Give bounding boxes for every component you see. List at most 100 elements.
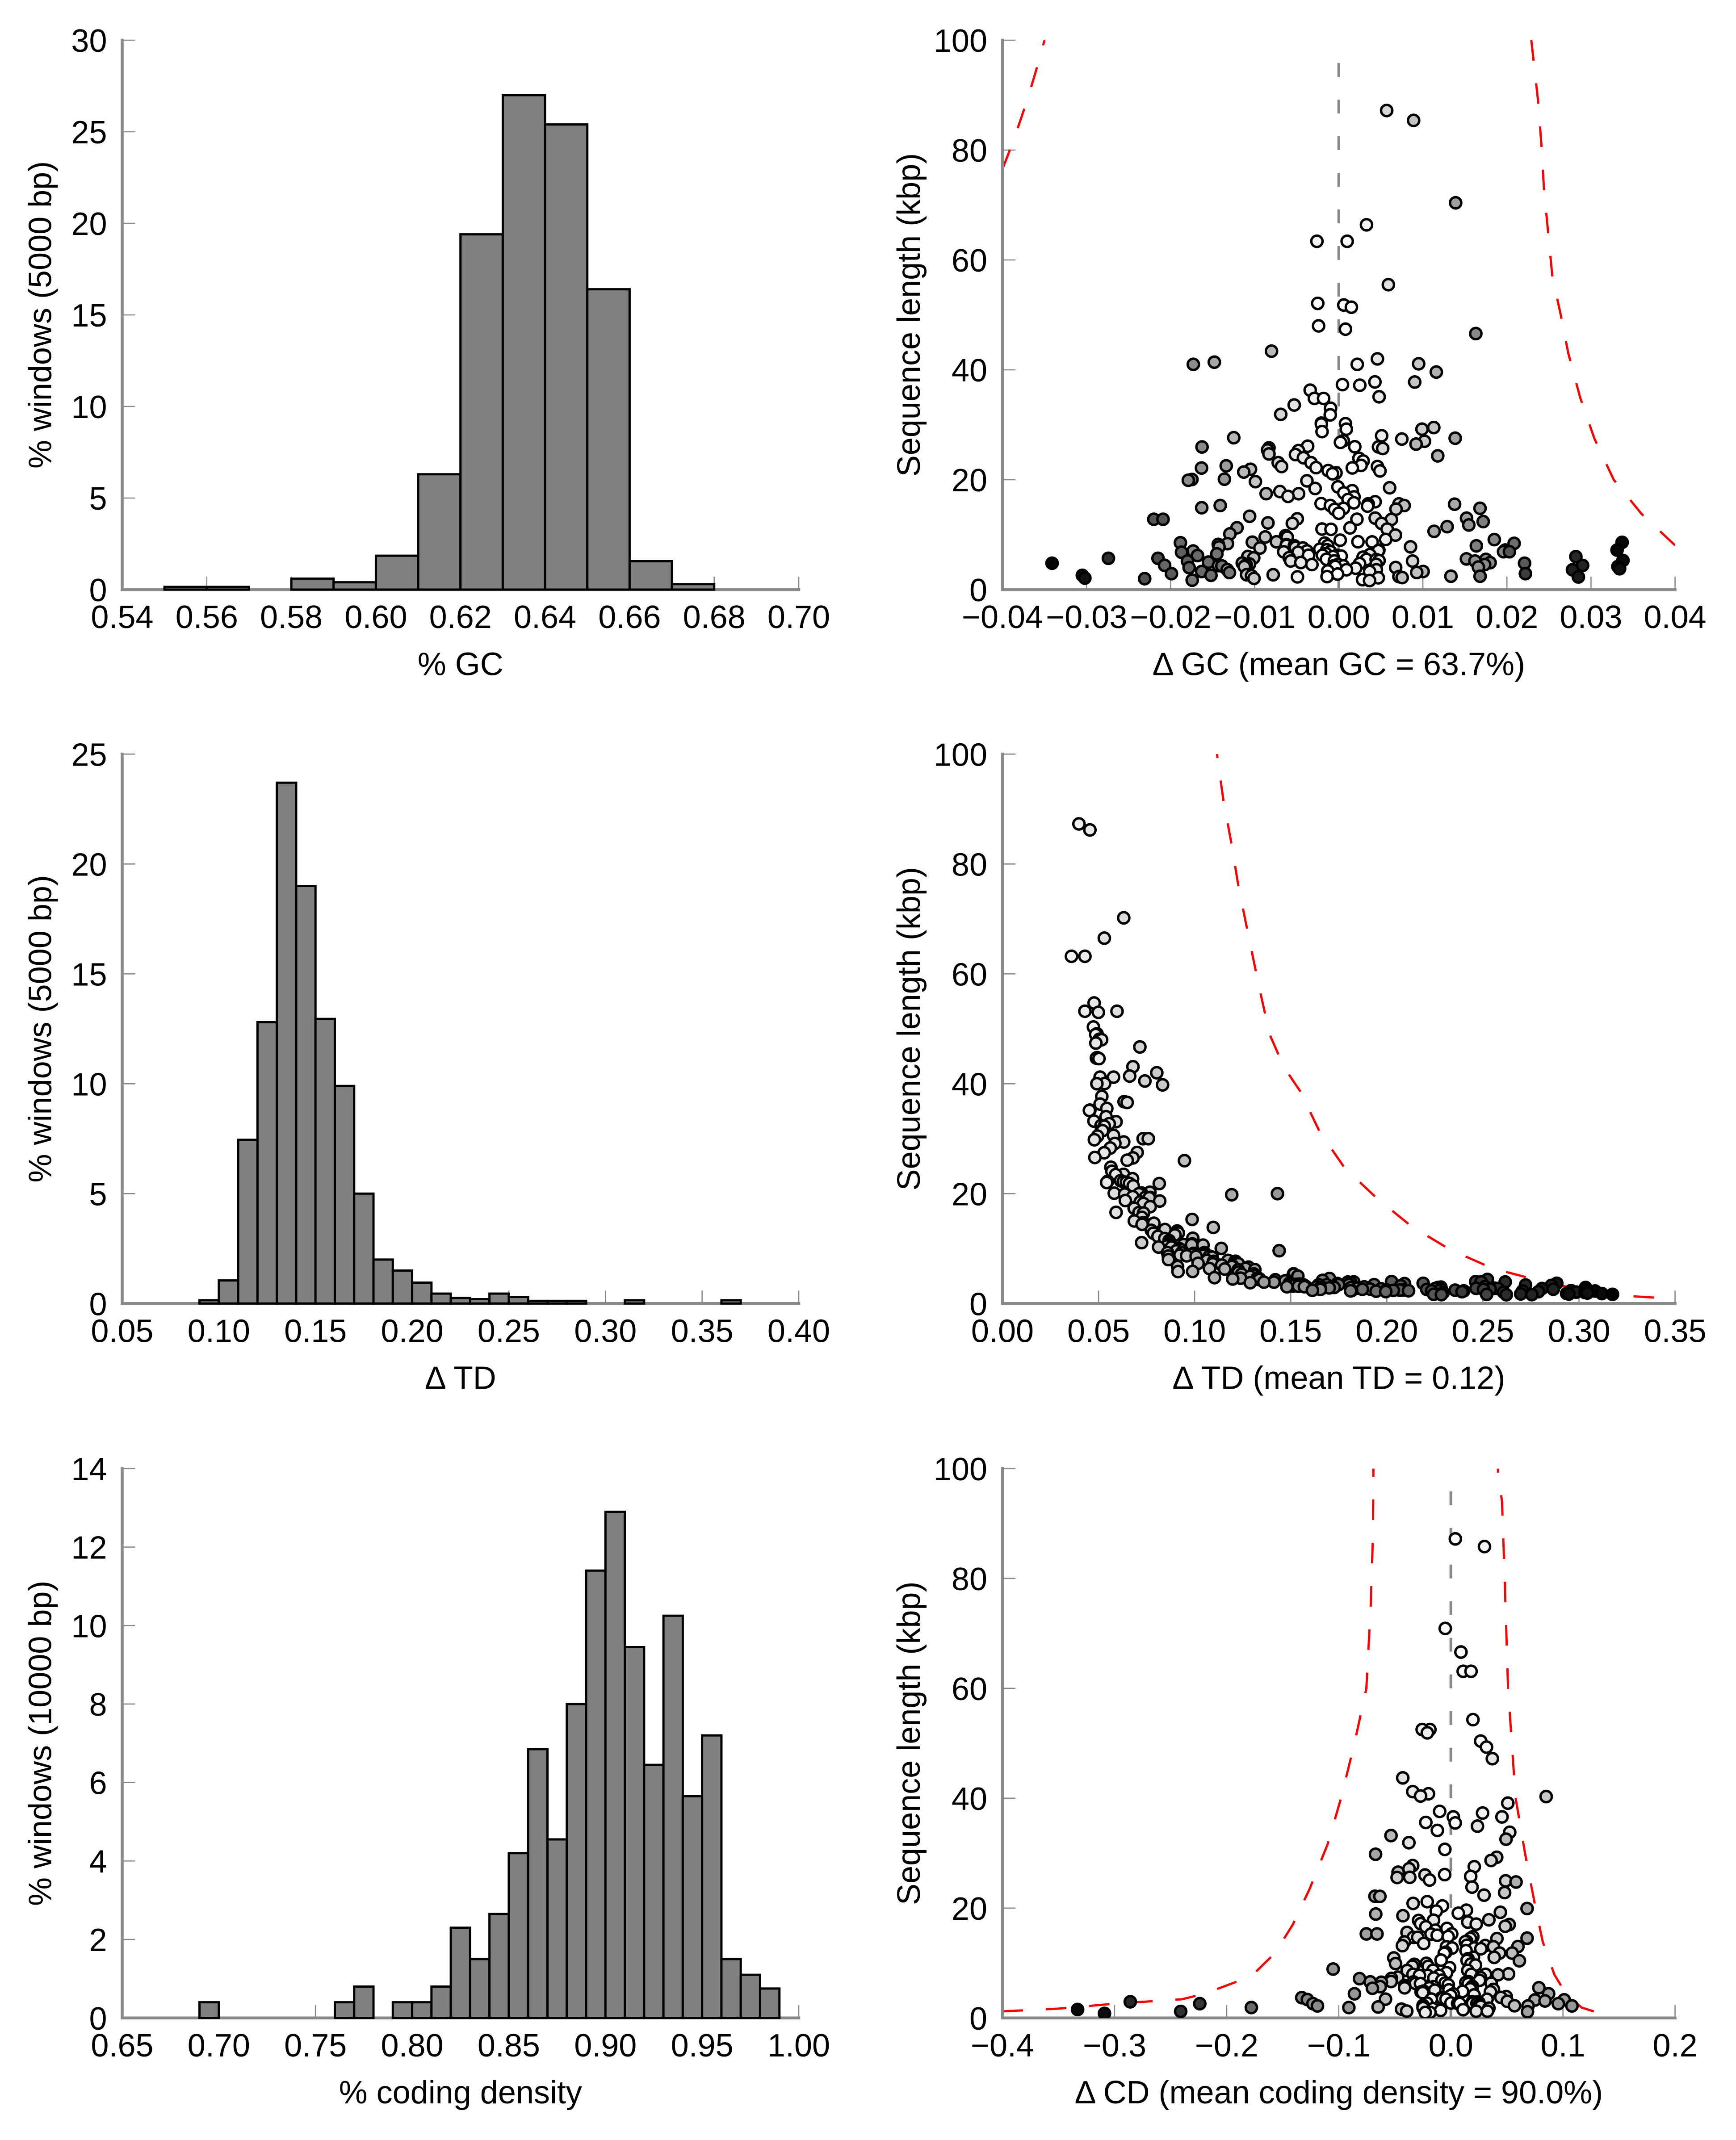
svg-text:0.15: 0.15 bbox=[1259, 1313, 1322, 1349]
svg-text:80: 80 bbox=[952, 1562, 987, 1597]
svg-text:% GC: % GC bbox=[418, 646, 503, 682]
svg-text:Sequence length (kbp): Sequence length (kbp) bbox=[891, 153, 927, 477]
svg-text:0: 0 bbox=[89, 2001, 107, 2037]
svg-text:100: 100 bbox=[934, 1452, 987, 1487]
svg-text:60: 60 bbox=[952, 1671, 987, 1707]
svg-text:0.2: 0.2 bbox=[1653, 2028, 1698, 2064]
svg-text:80: 80 bbox=[952, 847, 987, 883]
svg-text:0.05: 0.05 bbox=[1067, 1313, 1130, 1349]
svg-text:0.10: 0.10 bbox=[1163, 1313, 1226, 1349]
svg-text:−0.2: −0.2 bbox=[1195, 2028, 1258, 2064]
svg-text:25: 25 bbox=[71, 115, 107, 151]
svg-text:0.25: 0.25 bbox=[1451, 1313, 1514, 1349]
svg-text:25: 25 bbox=[71, 737, 107, 773]
svg-text:0.35: 0.35 bbox=[671, 1313, 734, 1349]
svg-text:40: 40 bbox=[952, 353, 987, 389]
svg-text:0.10: 0.10 bbox=[188, 1313, 250, 1349]
svg-text:0.25: 0.25 bbox=[478, 1313, 540, 1349]
svg-text:Δ TD (mean TD = 0.12): Δ TD (mean TD = 0.12) bbox=[1172, 1361, 1505, 1396]
svg-text:15: 15 bbox=[71, 957, 107, 993]
svg-text:20: 20 bbox=[71, 206, 107, 242]
svg-text:0: 0 bbox=[969, 573, 987, 608]
svg-text:100: 100 bbox=[934, 23, 987, 59]
svg-text:40: 40 bbox=[952, 1067, 987, 1102]
svg-text:−0.4: −0.4 bbox=[971, 2028, 1034, 2064]
svg-text:0.60: 0.60 bbox=[344, 599, 407, 635]
svg-text:5: 5 bbox=[89, 1177, 107, 1212]
svg-text:80: 80 bbox=[952, 133, 987, 169]
svg-text:% windows (5000 bp): % windows (5000 bp) bbox=[22, 875, 58, 1182]
svg-text:0.54: 0.54 bbox=[91, 599, 153, 635]
svg-text:5: 5 bbox=[89, 481, 107, 517]
svg-text:0.58: 0.58 bbox=[260, 599, 323, 635]
svg-text:Sequence length (kbp): Sequence length (kbp) bbox=[891, 867, 927, 1191]
svg-text:10: 10 bbox=[71, 1608, 107, 1644]
svg-text:20: 20 bbox=[71, 847, 107, 883]
svg-text:0.30: 0.30 bbox=[1547, 1313, 1610, 1349]
svg-text:0.65: 0.65 bbox=[91, 2028, 153, 2064]
svg-text:0.30: 0.30 bbox=[574, 1313, 637, 1349]
svg-text:0.85: 0.85 bbox=[478, 2028, 540, 2064]
svg-text:0.75: 0.75 bbox=[284, 2028, 347, 2064]
svg-text:0: 0 bbox=[969, 2001, 987, 2037]
svg-text:60: 60 bbox=[952, 243, 987, 279]
svg-text:2: 2 bbox=[89, 1922, 107, 1958]
svg-text:Δ TD: Δ TD bbox=[425, 1361, 496, 1396]
svg-text:14: 14 bbox=[71, 1452, 107, 1487]
svg-text:0.35: 0.35 bbox=[1644, 1313, 1707, 1349]
svg-text:0.03: 0.03 bbox=[1560, 599, 1622, 635]
svg-text:−0.02: −0.02 bbox=[1130, 599, 1211, 635]
svg-text:20: 20 bbox=[952, 1177, 987, 1212]
svg-text:Sequence length (kbp): Sequence length (kbp) bbox=[891, 1582, 927, 1905]
svg-text:30: 30 bbox=[71, 23, 107, 59]
svg-text:0.20: 0.20 bbox=[381, 1313, 444, 1349]
svg-text:0.62: 0.62 bbox=[429, 599, 492, 635]
svg-text:0.15: 0.15 bbox=[284, 1313, 347, 1349]
svg-text:8: 8 bbox=[89, 1687, 107, 1723]
svg-text:0.40: 0.40 bbox=[767, 1313, 830, 1349]
svg-text:Δ GC (mean GC = 63.7%): Δ GC (mean GC = 63.7%) bbox=[1153, 646, 1525, 682]
svg-text:0.01: 0.01 bbox=[1392, 599, 1454, 635]
svg-text:−0.1: −0.1 bbox=[1307, 2028, 1371, 2064]
svg-text:60: 60 bbox=[952, 957, 987, 993]
svg-text:% coding density: % coding density bbox=[339, 2075, 582, 2111]
svg-text:0.95: 0.95 bbox=[671, 2028, 734, 2064]
svg-text:0.70: 0.70 bbox=[188, 2028, 250, 2064]
svg-text:0.04: 0.04 bbox=[1644, 599, 1707, 635]
svg-text:% windows (10000 bp): % windows (10000 bp) bbox=[22, 1581, 58, 1906]
svg-text:0.68: 0.68 bbox=[683, 599, 746, 635]
svg-text:12: 12 bbox=[71, 1530, 107, 1566]
svg-text:0.64: 0.64 bbox=[514, 599, 576, 635]
svg-text:0.20: 0.20 bbox=[1355, 1313, 1418, 1349]
svg-text:20: 20 bbox=[952, 1891, 987, 1927]
svg-text:0.1: 0.1 bbox=[1541, 2028, 1585, 2064]
svg-text:0.00: 0.00 bbox=[971, 1313, 1034, 1349]
svg-text:0.02: 0.02 bbox=[1476, 599, 1538, 635]
svg-text:0.05: 0.05 bbox=[91, 1313, 153, 1349]
svg-text:−0.3: −0.3 bbox=[1083, 2028, 1146, 2064]
svg-text:Δ CD (mean coding density = 90: Δ CD (mean coding density = 90.0%) bbox=[1074, 2075, 1603, 2111]
svg-text:0.70: 0.70 bbox=[767, 599, 830, 635]
svg-text:1.00: 1.00 bbox=[767, 2028, 830, 2064]
svg-text:0: 0 bbox=[89, 1286, 107, 1322]
svg-text:0.80: 0.80 bbox=[381, 2028, 444, 2064]
svg-text:4: 4 bbox=[89, 1844, 107, 1880]
svg-text:0.90: 0.90 bbox=[574, 2028, 637, 2064]
svg-text:0: 0 bbox=[969, 1286, 987, 1322]
svg-text:40: 40 bbox=[952, 1781, 987, 1817]
svg-text:0.0: 0.0 bbox=[1429, 2028, 1473, 2064]
svg-text:% windows (5000 bp): % windows (5000 bp) bbox=[22, 161, 58, 469]
svg-text:0: 0 bbox=[89, 573, 107, 608]
svg-text:10: 10 bbox=[71, 1067, 107, 1102]
svg-text:−0.03: −0.03 bbox=[1046, 599, 1127, 635]
svg-text:−0.01: −0.01 bbox=[1214, 599, 1296, 635]
svg-text:20: 20 bbox=[952, 463, 987, 498]
svg-text:15: 15 bbox=[71, 298, 107, 334]
svg-text:0.66: 0.66 bbox=[598, 599, 661, 635]
svg-text:10: 10 bbox=[71, 389, 107, 425]
svg-text:0.56: 0.56 bbox=[176, 599, 238, 635]
svg-text:−0.04: −0.04 bbox=[962, 599, 1043, 635]
svg-text:100: 100 bbox=[934, 737, 987, 773]
svg-text:0.00: 0.00 bbox=[1308, 599, 1370, 635]
svg-text:6: 6 bbox=[89, 1766, 107, 1801]
